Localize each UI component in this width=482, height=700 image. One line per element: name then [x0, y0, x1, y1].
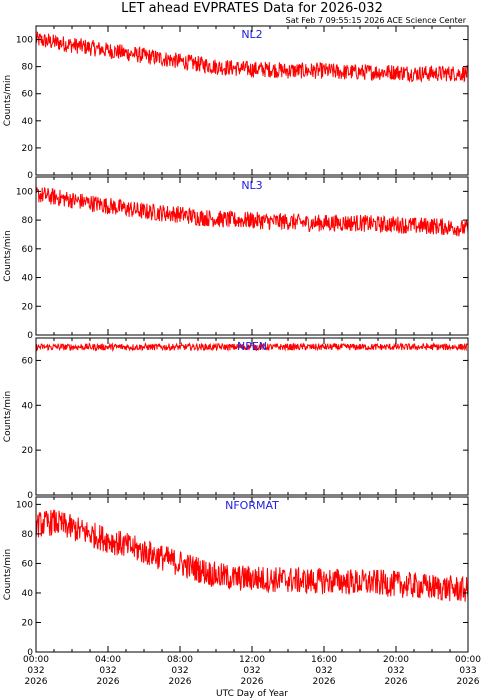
y-tick-label: 20 — [22, 144, 34, 154]
panel-label: NL3 — [241, 179, 262, 192]
panel-nl3: 0 20 40 60 80 100 Counts/min NL3 — [3, 176, 469, 341]
y-tick-label: 20 — [22, 618, 34, 628]
x-tick-label-time: 04:00 — [95, 655, 121, 665]
y-tick-label: 80 — [22, 216, 34, 226]
y-tick-label: 0 — [27, 171, 33, 181]
x-tick-label-time: 20:00 — [383, 655, 409, 665]
y-tick-label: 20 — [22, 302, 34, 312]
y-tick-label: 0 — [27, 648, 33, 658]
x-tick-label-year: 2026 — [25, 677, 48, 687]
y-tick-label: 60 — [22, 356, 34, 366]
y-axis-label: Counts/min — [3, 549, 13, 600]
y-tick-label: 60 — [22, 245, 34, 255]
panel-label: NFORMAT — [225, 499, 279, 512]
y-tick-label: 100 — [16, 187, 33, 197]
y-axis-label: Counts/min — [3, 75, 13, 126]
x-tick-label-time: 00:00 — [455, 655, 481, 665]
panel-label: NL2 — [241, 28, 262, 41]
y-tick-label: 0 — [27, 491, 33, 501]
x-tick-label-year: 2026 — [313, 677, 336, 687]
y-tick-label: 100 — [16, 36, 33, 46]
y-tick-label: 40 — [22, 401, 34, 411]
x-tick-label-year: 2026 — [169, 677, 192, 687]
x-tick-label-year: 2026 — [241, 677, 264, 687]
y-tick-label: 40 — [22, 117, 34, 127]
y-tick-label: 60 — [22, 559, 34, 569]
panels: 0 20 40 60 80 100 Counts/min NL2 0 20 40 60 80 100 Cou… — [3, 25, 481, 687]
y-tick-label: 40 — [22, 274, 34, 284]
series-line-nformat — [35, 509, 469, 602]
y-tick-label: 20 — [22, 446, 34, 456]
series-line-nl2 — [35, 31, 469, 83]
y-tick-label: 40 — [22, 589, 34, 599]
x-tick-label-year: 2026 — [97, 677, 120, 687]
x-tick-label-time: 08:00 — [167, 655, 193, 665]
x-tick-label-doy: 032 — [27, 666, 44, 676]
x-tick-label-time: 12:00 — [239, 655, 265, 665]
panel-nl2: 0 20 40 60 80 100 Counts/min NL2 — [3, 25, 469, 181]
x-tick-label-doy: 032 — [315, 666, 332, 676]
y-tick-label: 100 — [16, 500, 33, 510]
panel-nformat: 020406080100Counts/minNFORMAT00:00032202… — [3, 496, 481, 687]
y-tick-label: 80 — [22, 530, 34, 540]
y-axis-label: Counts/min — [3, 230, 13, 281]
x-tick-label-year: 2026 — [457, 677, 480, 687]
series-line-npen — [35, 341, 469, 352]
x-tick-label-time: 00:00 — [23, 655, 49, 665]
plot-frame — [35, 496, 469, 653]
chart-title: LET ahead EVPRATES Data for 2026-032 — [121, 1, 383, 16]
x-tick-label-doy: 032 — [99, 666, 116, 676]
generation-timestamp: Sat Feb 7 09:55:15 2026 ACE Science Cent… — [286, 16, 467, 25]
series-line-nl3 — [35, 186, 469, 237]
x-tick-label-year: 2026 — [385, 677, 408, 687]
x-tick-label-doy: 033 — [459, 666, 476, 676]
plot-frame — [35, 337, 469, 496]
x-tick-label-doy: 032 — [387, 666, 404, 676]
panel-npen: 0 20 40 60 Counts/min NPEN — [3, 337, 469, 501]
y-axis-label: Counts/min — [3, 391, 13, 442]
y-tick-label: 60 — [22, 90, 34, 100]
y-tick-label: 80 — [22, 63, 34, 73]
panel-label: NPEN — [237, 340, 267, 353]
x-axis-label: UTC Day of Year — [216, 689, 288, 699]
x-tick-label-doy: 032 — [171, 666, 188, 676]
y-tick-label: 0 — [27, 331, 33, 341]
x-tick-label-doy: 032 — [243, 666, 260, 676]
x-tick-label-time: 16:00 — [311, 655, 337, 665]
